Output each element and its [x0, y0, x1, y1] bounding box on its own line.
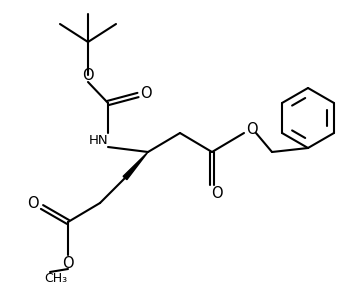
Text: O: O: [62, 255, 74, 271]
Text: O: O: [211, 185, 223, 201]
Text: O: O: [140, 86, 152, 100]
Polygon shape: [123, 152, 148, 180]
Text: O: O: [82, 67, 94, 82]
Text: O: O: [27, 195, 39, 210]
Text: O: O: [246, 121, 258, 137]
Text: HN: HN: [89, 135, 109, 148]
Text: CH₃: CH₃: [44, 272, 67, 284]
